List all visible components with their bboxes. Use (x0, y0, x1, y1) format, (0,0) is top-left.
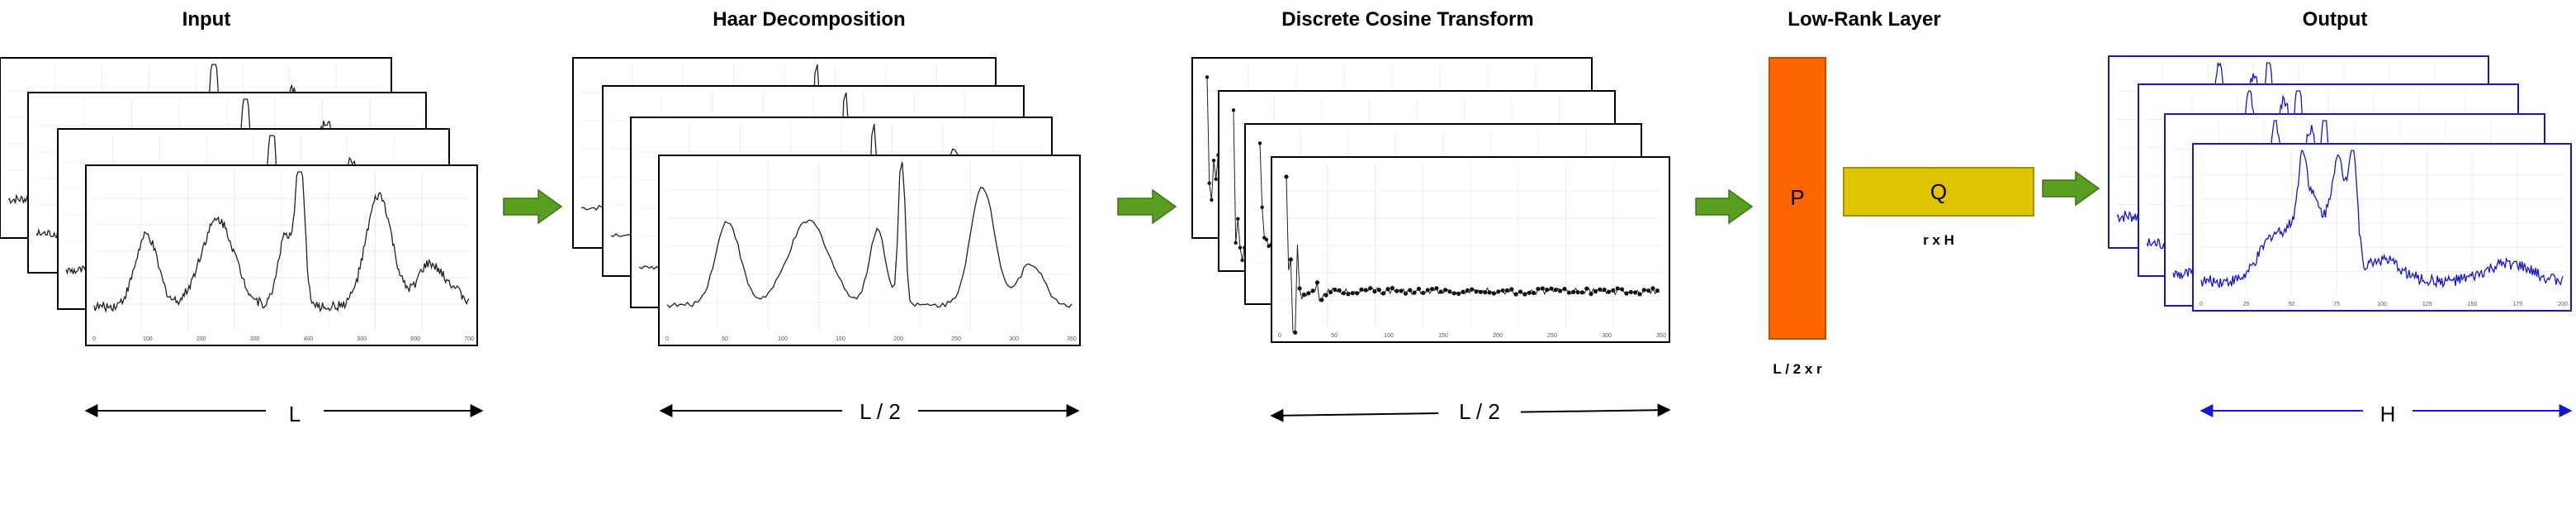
title-discrete-cosine-transform: Discrete Cosine Transform (1281, 8, 1534, 31)
axis-tick-label: 200 (893, 336, 903, 342)
dimension-arrow-output: H (2200, 398, 2573, 426)
title-input: Input (182, 8, 231, 31)
flow-arrow-2 (1117, 188, 1177, 225)
signal-panel-4: 0 25 50 75 100 125 150 175 200 (2192, 143, 2572, 312)
axis-tick-label: 175 (2512, 302, 2522, 307)
title-low-rank-layer: Low-Rank Layer (1788, 8, 1941, 31)
axis-tick-label: 0 (92, 336, 96, 342)
signal-panel-4: 0 50 100 150 200 250 300 350 (1271, 156, 1670, 343)
axis-tick-label: 25 (2243, 302, 2250, 307)
axis-tick-label: 250 (951, 336, 961, 342)
axis-tick-label: 300 (250, 336, 260, 342)
dimension-label-input: L (289, 402, 301, 426)
haar-signal-stack: 0 50 100 150 200 250 300 350 (572, 57, 1081, 346)
axis-tick-label: 0 (1278, 333, 1281, 339)
axis-tick-label: 600 (410, 336, 420, 342)
axis-tick-label: 50 (1331, 333, 1338, 339)
signal-panel-4: 0 50 100 150 200 250 300 350 (658, 155, 1081, 346)
p-matrix-dimension: L / 2 x r (1773, 361, 1822, 377)
axis-tick-label: 150 (1438, 333, 1448, 339)
dct-coefficient-stack: 0 50 100 150 200 250 300 350 (1191, 57, 1670, 343)
axis-tick-label: 150 (836, 336, 845, 342)
axis-tick-label: 0 (665, 336, 669, 342)
p-matrix (1769, 57, 1826, 340)
axis-tick-label: 75 (2333, 302, 2340, 307)
dimension-label-haar: L / 2 (859, 399, 901, 424)
axis-tick-label: 50 (2289, 302, 2295, 307)
q-matrix (1843, 167, 2034, 217)
axis-tick-label: 100 (778, 336, 788, 342)
q-matrix-dimension: r x H (1923, 232, 1954, 248)
dimension-arrow-input: L (84, 398, 484, 426)
axis-tick-label: 0 (2200, 302, 2203, 307)
axis-tick-label: 250 (1547, 333, 1557, 339)
dimension-arrow-haar: L / 2 (659, 398, 1080, 426)
flow-arrow-3 (1695, 188, 1754, 225)
axis-tick-label: 150 (2468, 302, 2478, 307)
p-matrix-label: P (1790, 185, 1804, 210)
title-haar-decomposition: Haar Decomposition (713, 8, 906, 31)
flow-arrow-4 (2042, 170, 2100, 207)
dimension-arrow-dct: L / 2 (1270, 398, 1671, 426)
q-matrix-label: Q (1930, 179, 1947, 204)
flow-arrow-1 (503, 188, 563, 225)
axis-tick-label: 500 (357, 336, 367, 342)
axis-tick-label: 200 (2558, 302, 2568, 307)
axis-tick-label: 100 (2377, 302, 2387, 307)
axis-tick-label: 300 (1009, 336, 1019, 342)
axis-tick-label: 350 (1656, 333, 1666, 339)
signal-panel-4: 0 100 200 300 400 500 600 700 (85, 164, 478, 346)
axis-tick-label: 700 (464, 336, 474, 342)
axis-tick-label: 50 (722, 336, 728, 342)
axis-tick-label: 100 (143, 336, 153, 342)
axis-tick-label: 100 (1384, 333, 1394, 339)
output-signal-stack: 0 25 50 75 100 125 150 175 200 (2108, 55, 2572, 312)
axis-tick-label: 200 (1493, 333, 1503, 339)
axis-tick-label: 125 (2422, 302, 2432, 307)
title-output: Output (2302, 8, 2368, 31)
dimension-label-dct: L / 2 (1459, 399, 1500, 424)
input-signal-stack: 0 100 200 300 400 500 600 700 (0, 57, 478, 346)
axis-tick-label: 300 (1602, 333, 1612, 339)
axis-tick-label: 350 (1067, 336, 1077, 342)
dimension-label-output: H (2380, 402, 2396, 426)
axis-tick-label: 400 (304, 336, 314, 342)
axis-tick-label: 200 (197, 336, 206, 342)
